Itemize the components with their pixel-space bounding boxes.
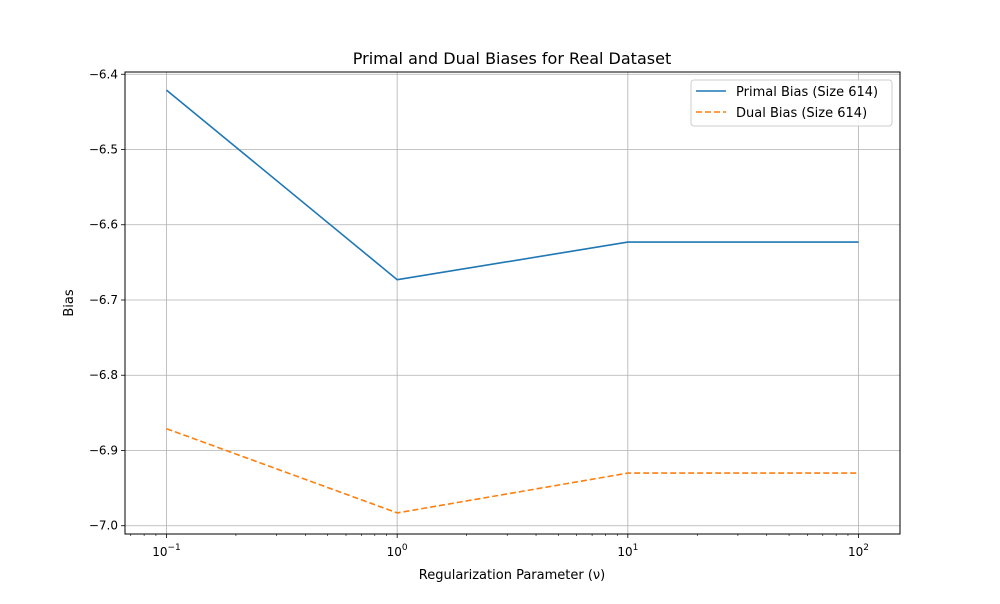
y-tick-label: −6.8	[89, 368, 118, 382]
chart-title: Primal and Dual Biases for Real Dataset	[353, 49, 671, 68]
legend-label-primal-bias: Primal Bias (Size 614)	[736, 85, 878, 100]
y-tick-label: −7.0	[89, 519, 118, 533]
y-axis-label: Bias	[62, 289, 77, 316]
y-tick-label: −6.6	[89, 218, 118, 232]
x-axis-label: Regularization Parameter (ν)	[419, 568, 605, 583]
y-tick-label: −6.5	[89, 143, 118, 157]
y-tick-label: −6.7	[89, 293, 118, 307]
legend: Primal Bias (Size 614) Dual Bias (Size 6…	[691, 80, 892, 126]
legend-label-dual-bias: Dual Bias (Size 614)	[736, 106, 867, 121]
y-tick-label: −6.9	[89, 443, 118, 457]
y-tick-label: −6.4	[89, 67, 118, 81]
